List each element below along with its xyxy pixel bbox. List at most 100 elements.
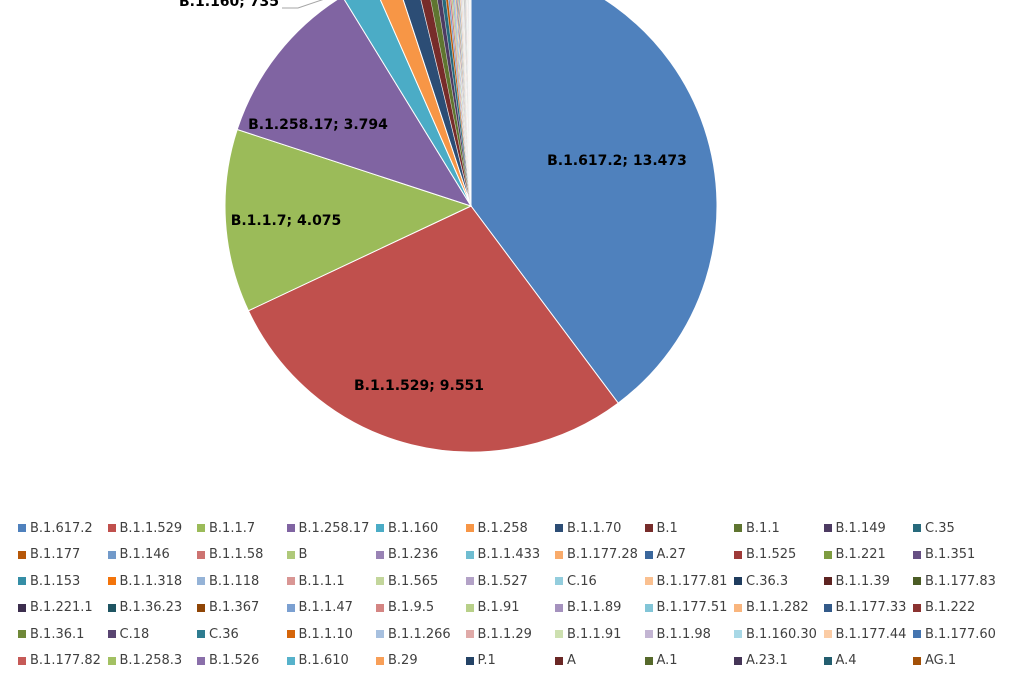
legend-swatch [107, 577, 116, 586]
legend-item: B.1.1.58 [197, 547, 287, 562]
legend-label: B.1.1.1 [298, 573, 345, 589]
legend-label: A.23.1 [746, 653, 788, 669]
pie-slice [465, 0, 472, 207]
legend-label: B.1.177.83 [925, 573, 996, 589]
legend-item: B.1.1.29 [465, 627, 556, 642]
legend-item: B.1.118 [197, 574, 287, 589]
legend-swatch [913, 524, 921, 533]
legend-item: B.1.617.2 [18, 521, 108, 536]
slice-labels: B.1.617.2; 13.473 B.1.1.529; 9.551 B.1.1.7… [179, 0, 687, 394]
legend-item: B.1.1.529 [107, 520, 198, 536]
legend-swatch [286, 656, 295, 665]
legend-row: B.1.177 B.1.146 B.1.1.58 B B.1.236 B.1.1.433 B… [18, 542, 1003, 569]
legend-item: B.1.149 [823, 521, 914, 536]
pie-slice [470, 0, 718, 404]
legend-swatch [555, 524, 563, 533]
legend-item: C.35 [913, 521, 1003, 536]
legend-swatch [644, 550, 653, 559]
legend-swatch [376, 550, 384, 559]
legend-item: B.1.1.433 [465, 547, 556, 562]
legend-item: B.1.258.3 [107, 653, 198, 669]
legend-swatch [18, 603, 26, 612]
legend-swatch [734, 577, 742, 586]
legend-label: B.1.258.3 [119, 653, 183, 669]
legend-swatch [376, 656, 384, 665]
legend-label: B.1.177.44 [835, 626, 907, 642]
legend-item: B.1.177.44 [823, 626, 914, 642]
legend-item: B.1.36.1 [18, 627, 108, 642]
slice-label: B.1.1.7; 4.075 [231, 213, 342, 229]
pie-slice [464, 0, 472, 207]
legend-label: B.1.1.89 [567, 600, 622, 616]
legend-item: B.1 [644, 521, 735, 536]
legend-item: A.4 [823, 653, 914, 668]
legend-swatch [376, 524, 384, 533]
legend-item: B.1.526 [197, 653, 287, 668]
legend-label: B.1.1.529 [119, 520, 183, 536]
legend-label: B.1.1.91 [567, 626, 622, 642]
legend-label: B.1.1.266 [388, 626, 451, 642]
legend-label: B.1.160.30 [746, 626, 817, 642]
legend-item: B.1.525 [734, 547, 824, 562]
pie-slice [459, 0, 472, 207]
legend-item: B.1.177.51 [644, 600, 735, 616]
legend-label: B.1.177.33 [835, 600, 907, 616]
legend-item: B.1.1.7 [197, 521, 287, 536]
legend-label: B.1.177.81 [656, 573, 728, 589]
legend-label: B.1.9.5 [388, 600, 435, 616]
legend-label: B.1.617.2 [30, 520, 93, 536]
pie-slice [379, 0, 472, 207]
pie-slice [453, 0, 472, 207]
legend-swatch [197, 550, 205, 559]
pie-slice [457, 0, 472, 207]
legend-swatch [286, 603, 295, 612]
legend-label: A [567, 653, 576, 669]
legend-item: A [555, 653, 645, 668]
legend-label: C.35 [925, 520, 955, 536]
legend-swatch [734, 630, 742, 639]
legend-swatch [197, 577, 205, 586]
legend-item: B.1.177.83 [913, 574, 1003, 589]
legend-item: B [286, 547, 377, 562]
legend-label: B.1.1.58 [209, 547, 264, 563]
pie-slice [420, 0, 472, 207]
legend-swatch [823, 524, 832, 533]
legend-label: B.1.1.70 [567, 520, 622, 536]
legend-item: B.1.36.23 [107, 600, 198, 616]
legend-item: B.1.153 [18, 574, 108, 589]
legend-swatch [197, 630, 205, 639]
legend-label: P.1 [477, 653, 496, 669]
legend-label: B.1.36.23 [119, 600, 183, 616]
legend-label: B.1.177.51 [656, 600, 728, 616]
legend-swatch [823, 656, 832, 665]
legend-item: B.1.160.30 [734, 627, 824, 642]
legend-swatch [286, 577, 295, 586]
legend-label: B.1.36.1 [30, 626, 85, 642]
legend-item: B.1.1.282 [734, 600, 824, 615]
legend-label: B.1.1.7 [209, 520, 256, 536]
pie-slice [430, 0, 472, 207]
legend-item: B.29 [376, 653, 466, 668]
legend-item: B.1.177.81 [644, 573, 735, 589]
legend-swatch [18, 656, 26, 665]
legend-swatch [644, 524, 653, 533]
legend-row: B.1.153 B.1.1.318 B.1.118 B.1.1.1 B.1.565 B.1… [18, 568, 1003, 595]
legend-row: B.1.221.1 B.1.36.23 B.1.367 B.1.1.47 B.1.9.5… [18, 595, 1003, 622]
legend-label: C.36 [209, 626, 239, 642]
leader-lines [282, 0, 324, 9]
legend-swatch [823, 550, 832, 559]
legend-swatch [18, 630, 26, 639]
pie-slice [461, 0, 472, 207]
legend-swatch [734, 656, 742, 665]
legend-swatch [286, 550, 295, 559]
legend-swatch [465, 524, 474, 533]
slice-label: B.1.160; 735 [179, 0, 279, 10]
legend-swatch [734, 524, 742, 533]
legend-item: B.1.222 [913, 600, 1003, 615]
legend-label: B.1.1.282 [746, 600, 809, 616]
pie-slice [456, 0, 472, 207]
legend-swatch [286, 630, 295, 639]
slice-label: B.1.617.2; 13.473 [547, 153, 687, 169]
legend-swatch [18, 524, 26, 533]
legend-item: B.1.1.89 [555, 600, 645, 615]
